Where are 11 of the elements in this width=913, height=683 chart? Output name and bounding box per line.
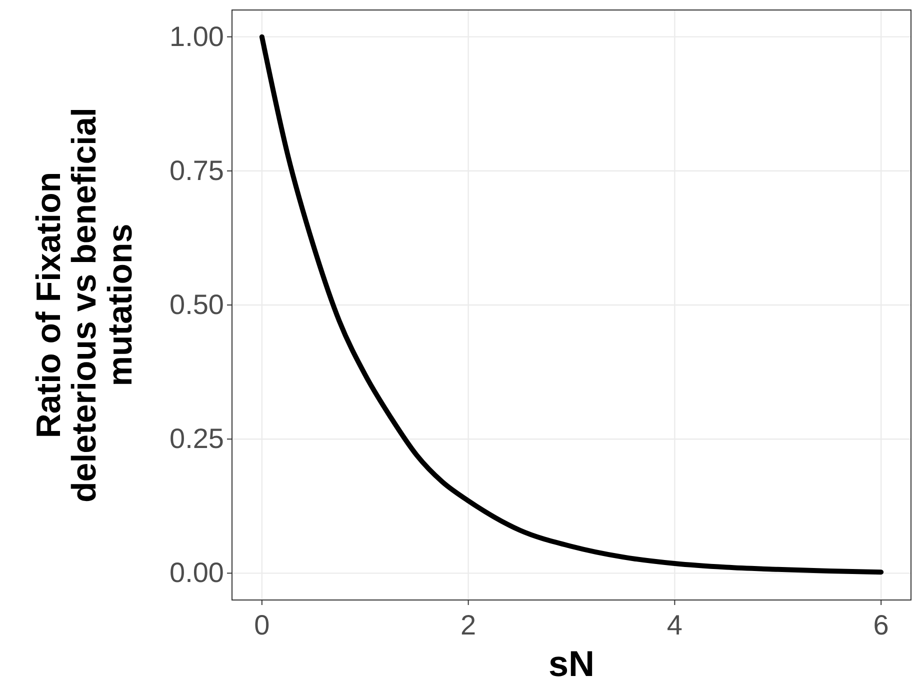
y-tick-label: 1.00 bbox=[170, 20, 224, 52]
x-axis-title: sN bbox=[548, 643, 595, 683]
y-tick-label: 0.25 bbox=[170, 423, 224, 454]
y-tick-label: 0.00 bbox=[170, 557, 224, 588]
y-axis-title: Ratio of Fixation deleterious vs beneficial mutations bbox=[30, 108, 140, 502]
x-tick-label: 6 bbox=[873, 610, 889, 641]
x-tick-label: 0 bbox=[254, 610, 270, 641]
y-tick-label: 0.50 bbox=[170, 288, 224, 320]
x-tick-label: 2 bbox=[460, 610, 476, 641]
x-tick-label: 4 bbox=[666, 610, 682, 641]
y-tick-label: 0.75 bbox=[170, 154, 224, 186]
